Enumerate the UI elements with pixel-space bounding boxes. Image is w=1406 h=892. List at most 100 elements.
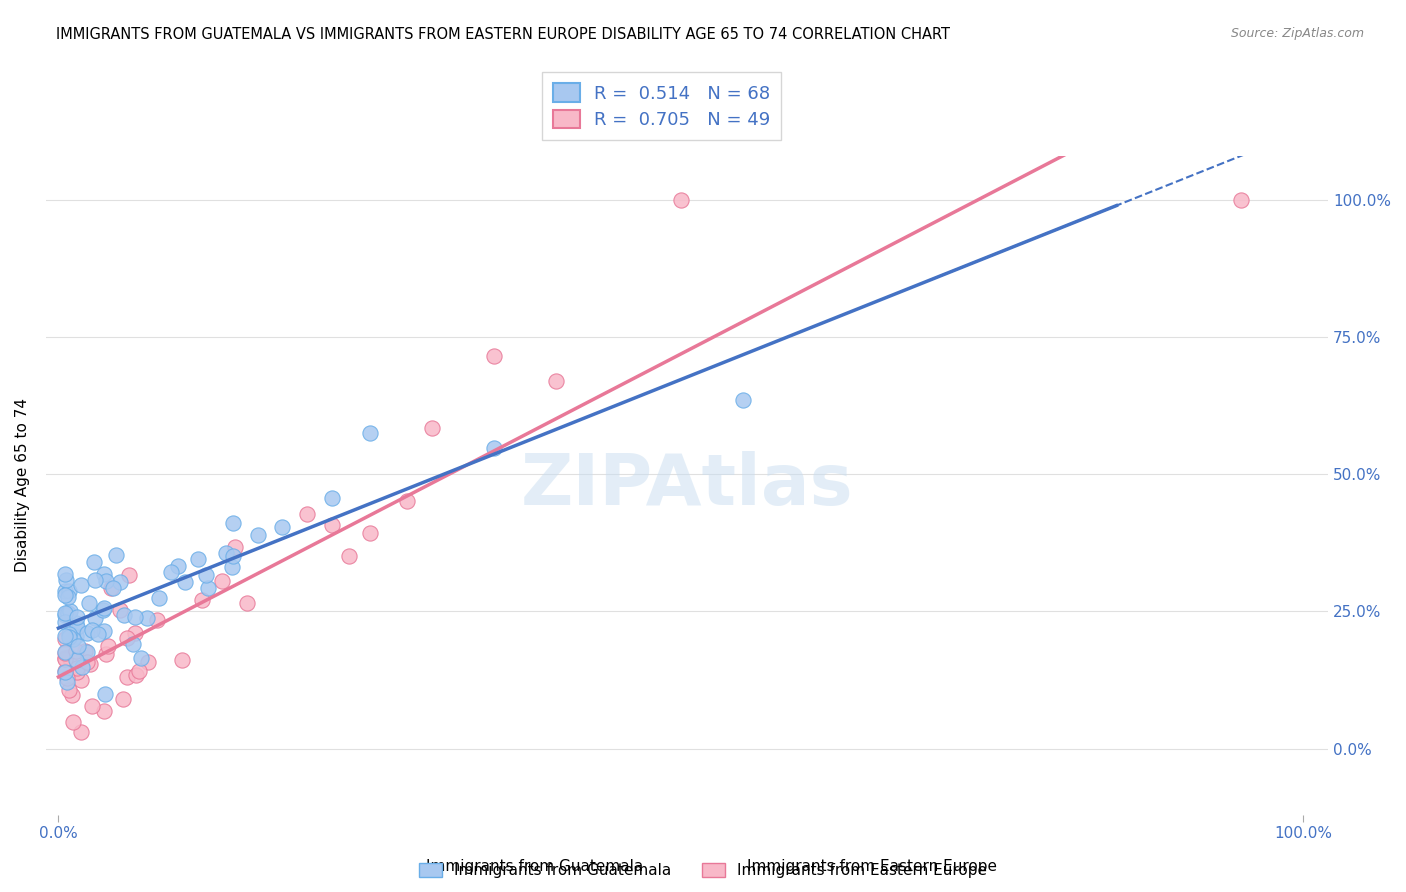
Point xyxy=(167,559,190,574)
Point xyxy=(96,647,118,661)
Point xyxy=(359,426,381,441)
Point xyxy=(159,565,181,579)
Point xyxy=(128,664,150,678)
Point xyxy=(77,596,100,610)
Point xyxy=(53,588,76,602)
Point xyxy=(70,673,93,687)
Point xyxy=(96,639,118,653)
Point xyxy=(187,551,209,566)
Point xyxy=(53,584,76,599)
Point xyxy=(337,549,360,564)
Point xyxy=(53,566,76,581)
Point xyxy=(53,651,76,665)
Point xyxy=(111,692,134,706)
Point xyxy=(108,602,131,616)
Point xyxy=(53,632,76,647)
Point xyxy=(66,661,89,675)
Legend: Immigrants from Guatemala, Immigrants from Eastern Europe: Immigrants from Guatemala, Immigrants fr… xyxy=(413,857,993,884)
Point xyxy=(76,645,98,659)
Point xyxy=(112,608,135,623)
Point xyxy=(62,714,84,729)
Text: Immigrants from Guatemala: Immigrants from Guatemala xyxy=(426,859,643,874)
Point xyxy=(66,639,89,653)
Text: Immigrants from Eastern Europe: Immigrants from Eastern Europe xyxy=(747,859,997,874)
Point xyxy=(69,725,91,739)
Point xyxy=(136,655,159,669)
Point xyxy=(76,655,98,669)
Point xyxy=(669,193,692,207)
Point xyxy=(321,517,343,532)
Point xyxy=(56,590,79,604)
Point xyxy=(59,626,82,640)
Point xyxy=(125,668,148,682)
Point xyxy=(58,683,80,698)
Point xyxy=(58,606,80,620)
Y-axis label: Disability Age 65 to 74: Disability Age 65 to 74 xyxy=(15,398,30,572)
Point xyxy=(321,491,343,505)
Point xyxy=(246,527,269,541)
Point xyxy=(76,625,98,640)
Point xyxy=(395,494,418,508)
Point xyxy=(66,665,89,679)
Point xyxy=(58,649,80,664)
Point xyxy=(211,574,233,588)
Point xyxy=(271,520,294,534)
Point xyxy=(53,652,76,666)
Point xyxy=(58,584,80,599)
Point xyxy=(108,574,131,589)
Point xyxy=(70,578,93,592)
Point xyxy=(55,671,77,685)
Text: Source: ZipAtlas.com: Source: ZipAtlas.com xyxy=(1230,27,1364,40)
Point xyxy=(197,581,219,595)
Point xyxy=(100,581,122,595)
Point xyxy=(136,610,159,624)
Point xyxy=(58,627,80,641)
Point xyxy=(53,646,76,660)
Point xyxy=(236,596,259,610)
Point xyxy=(70,659,93,673)
Point xyxy=(84,611,107,625)
Point xyxy=(94,687,117,701)
Point xyxy=(65,615,87,630)
Point xyxy=(221,559,243,574)
Point xyxy=(546,374,568,388)
Point xyxy=(93,705,115,719)
Point xyxy=(222,549,245,564)
Point xyxy=(53,607,76,622)
Point xyxy=(124,609,146,624)
Point xyxy=(83,555,105,569)
Point xyxy=(56,675,79,690)
Point xyxy=(129,651,152,665)
Point xyxy=(87,627,110,641)
Point xyxy=(115,670,138,684)
Point xyxy=(82,623,104,637)
Point xyxy=(91,603,114,617)
Point xyxy=(79,657,101,672)
Point xyxy=(65,653,87,667)
Point xyxy=(53,665,76,679)
Point xyxy=(224,540,246,554)
Point xyxy=(94,574,117,588)
Point xyxy=(145,614,167,628)
Point xyxy=(195,567,218,582)
Point xyxy=(170,652,193,666)
Point xyxy=(58,604,80,618)
Point xyxy=(191,593,214,607)
Point xyxy=(53,607,76,621)
Text: IMMIGRANTS FROM GUATEMALA VS IMMIGRANTS FROM EASTERN EUROPE DISABILITY AGE 65 TO: IMMIGRANTS FROM GUATEMALA VS IMMIGRANTS … xyxy=(56,27,950,42)
Point xyxy=(84,574,107,588)
Point xyxy=(65,620,87,634)
Point xyxy=(73,644,96,658)
Point xyxy=(174,574,197,589)
Point xyxy=(101,581,124,595)
Point xyxy=(1230,193,1253,207)
Point xyxy=(56,606,79,620)
Point xyxy=(65,644,87,658)
Point xyxy=(124,625,146,640)
Point xyxy=(93,601,115,615)
Point xyxy=(115,631,138,645)
Text: ZIPAtlas: ZIPAtlas xyxy=(520,450,853,519)
Point xyxy=(58,630,80,644)
Point xyxy=(55,573,77,587)
Point xyxy=(148,591,170,605)
